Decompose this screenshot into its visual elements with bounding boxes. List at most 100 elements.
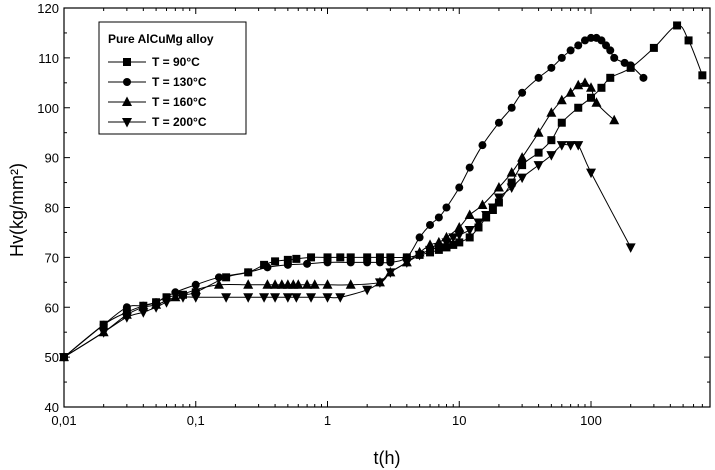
data-point-t130 <box>415 233 424 242</box>
data-point-t200 <box>454 230 465 241</box>
data-point-t160 <box>579 77 590 87</box>
data-point-t130 <box>442 203 451 212</box>
data-point-t200 <box>190 293 201 303</box>
series-t200 <box>59 141 636 363</box>
data-point-t200 <box>433 243 444 253</box>
data-point-t200 <box>362 285 373 296</box>
y-tick-label: 90 <box>45 151 59 166</box>
data-point-t160 <box>243 279 254 289</box>
data-point-t160 <box>309 279 320 289</box>
data-point-t200 <box>546 151 557 161</box>
data-point-t160 <box>591 97 602 107</box>
data-point-t130 <box>363 258 372 267</box>
data-point-t130 <box>375 258 384 267</box>
data-point-t160 <box>190 284 201 294</box>
legend-label: T = 160°C <box>152 95 207 109</box>
data-point-t160 <box>302 279 313 289</box>
data-point-t160 <box>609 114 620 125</box>
data-point-t200 <box>448 233 459 243</box>
data-point-t90 <box>323 253 332 262</box>
data-point-t90 <box>698 71 707 80</box>
data-point-t160 <box>573 79 584 90</box>
data-point-t90 <box>336 253 345 262</box>
data-point-t200 <box>221 293 232 303</box>
data-point-t90 <box>547 136 556 145</box>
data-point-t160 <box>262 279 273 289</box>
x-axis-title: t(h) <box>374 448 401 468</box>
series-t130 <box>60 33 648 362</box>
data-point-t130 <box>434 213 443 222</box>
data-point-t90 <box>587 93 596 102</box>
legend-entry-t160: T = 160°C <box>108 95 207 109</box>
data-point-t130 <box>547 63 556 72</box>
data-point-t200 <box>306 293 317 303</box>
data-point-t200 <box>517 173 528 184</box>
x-tick-label: 10 <box>452 413 466 428</box>
data-point-t130 <box>580 36 589 45</box>
data-point-t90 <box>346 253 355 262</box>
data-point-t130 <box>263 263 272 272</box>
data-point-t200 <box>243 293 254 303</box>
data-point-t200 <box>506 183 517 194</box>
legend-label: T = 90°C <box>152 55 200 69</box>
legend-entry-t200: T = 200°C <box>108 115 207 129</box>
data-point-t200 <box>259 293 270 303</box>
data-point-t160 <box>270 279 281 289</box>
y-axis-title: Hv(kg/mm²) <box>7 163 27 257</box>
data-point-t130 <box>303 259 312 268</box>
data-point-t90 <box>455 238 464 247</box>
data-point-t130 <box>626 61 635 70</box>
data-point-t200 <box>59 353 69 363</box>
data-point-t90 <box>375 253 384 262</box>
data-point-t200 <box>425 245 436 256</box>
data-point-t130 <box>610 53 619 62</box>
legend-box <box>98 21 247 135</box>
data-point-t200 <box>322 293 333 303</box>
legend-title: Pure AlCuMg alloy <box>108 32 214 46</box>
x-tick-label: 0,01 <box>51 413 76 428</box>
x-tick-label: 1 <box>324 413 331 428</box>
data-point-t130 <box>386 258 395 267</box>
data-point-t90 <box>507 178 516 187</box>
data-point-t160 <box>322 279 333 289</box>
data-point-t130 <box>323 258 332 267</box>
data-point-t200 <box>487 203 498 213</box>
data-point-t90 <box>465 233 474 242</box>
data-point-t160 <box>477 199 488 210</box>
data-point-t90 <box>292 254 301 263</box>
data-point-t130 <box>606 46 615 55</box>
data-point-t160 <box>454 221 465 232</box>
legend-label: T = 130°C <box>152 75 207 89</box>
data-point-t200 <box>151 303 162 313</box>
data-point-t90 <box>386 253 395 262</box>
y-tick-label: 70 <box>45 250 59 265</box>
y-tick-label: 60 <box>45 300 59 315</box>
data-point-t200 <box>533 161 544 171</box>
series-layer <box>59 21 707 363</box>
data-point-t90 <box>283 255 292 264</box>
data-point-t130 <box>518 88 527 97</box>
data-point-t130 <box>244 268 253 277</box>
data-point-t200 <box>565 141 576 151</box>
data-point-t200 <box>401 258 412 268</box>
data-point-t200 <box>121 313 132 323</box>
data-point-t90 <box>260 260 269 269</box>
legend-marker <box>123 78 131 86</box>
data-point-t200 <box>385 268 396 278</box>
data-point-t90 <box>606 73 615 82</box>
data-point-t200 <box>177 293 188 303</box>
data-point-t160 <box>533 127 544 137</box>
data-point-t90 <box>684 36 693 45</box>
data-point-t130 <box>574 41 583 50</box>
y-tick-label: 120 <box>37 1 59 16</box>
data-point-t130 <box>620 58 629 67</box>
data-point-t200 <box>282 293 293 303</box>
data-point-t130 <box>494 118 503 127</box>
y-tick-label: 110 <box>38 51 59 66</box>
data-point-t200 <box>573 141 584 151</box>
data-point-t130 <box>639 73 648 82</box>
data-point-t160 <box>546 107 557 117</box>
data-point-t200 <box>625 243 636 253</box>
data-point-t160 <box>293 279 304 289</box>
